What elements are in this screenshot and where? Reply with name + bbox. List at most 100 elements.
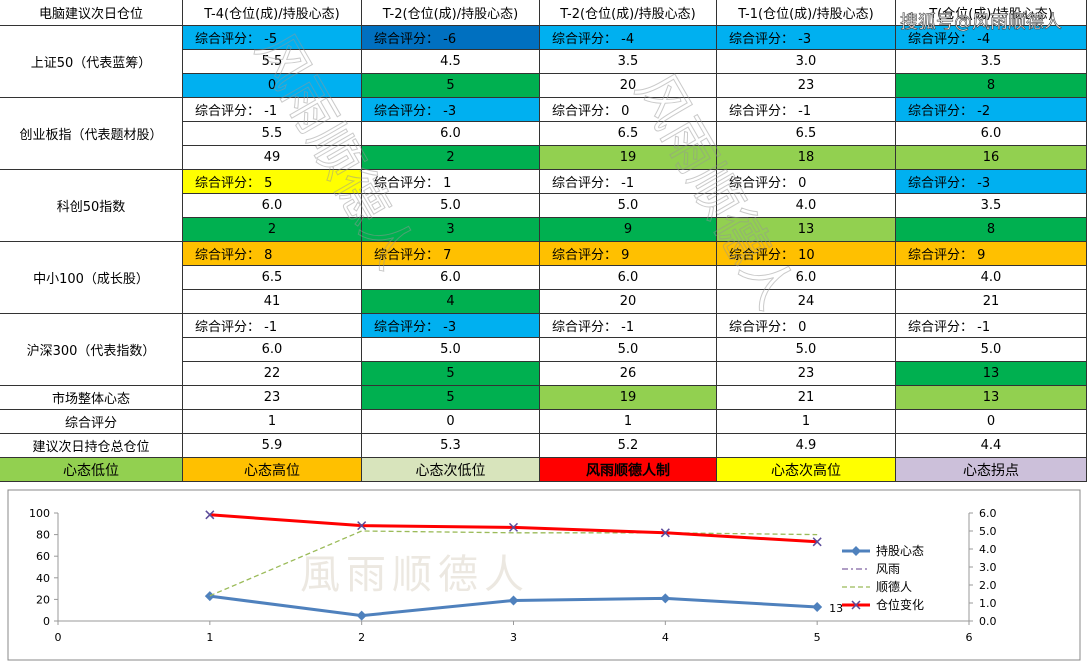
legend-label: 持股心态: [876, 543, 924, 558]
data-cell: 24: [717, 290, 896, 314]
data-cell: 综合评分： 7: [362, 242, 540, 266]
x-tick-label: 6: [966, 631, 973, 644]
data-cell: 5: [362, 386, 540, 410]
data-cell: 5.0: [896, 338, 1087, 362]
x-tick-label: 2: [358, 631, 365, 644]
data-cell: 综合评分： -1: [540, 170, 717, 194]
data-cell: 0: [362, 410, 540, 434]
data-cell: 4.5: [362, 50, 540, 74]
data-cell: 综合评分： -1: [183, 314, 362, 338]
x-tick-label: 0: [55, 631, 62, 644]
y-tick-label: 0: [43, 615, 50, 628]
data-cell: 5.5: [183, 50, 362, 74]
chart-frame: [7, 489, 1081, 661]
point: [660, 528, 670, 538]
data-cell: 4.0: [717, 194, 896, 218]
data-cell: 综合评分： 8: [183, 242, 362, 266]
data-cell: 13: [896, 386, 1087, 410]
data-cell: 6.0: [540, 266, 717, 290]
point: [205, 510, 215, 520]
data-cell: 23: [183, 386, 362, 410]
data-cell: 2: [362, 146, 540, 170]
x-tick-label: 5: [814, 631, 821, 644]
row-label: 市场整体心态: [0, 386, 183, 410]
data-cell: 综合评分： -1: [717, 98, 896, 122]
data-cell: 综合评分： -6: [362, 26, 540, 50]
data-cell: 4.0: [896, 266, 1087, 290]
data-cell: 3.5: [540, 50, 717, 74]
data-cell: 6.0: [183, 194, 362, 218]
legend-cell: 心态高位: [183, 458, 362, 482]
data-cell: 综合评分： 0: [717, 314, 896, 338]
data-cell: 1: [183, 410, 362, 434]
data-cell: 22: [183, 362, 362, 386]
legend-cell: 心态拐点: [896, 458, 1087, 482]
data-cell: 5.0: [362, 194, 540, 218]
row-label: 沪深300（代表指数）: [0, 314, 183, 386]
y-tick-label: 40: [36, 572, 50, 585]
data-cell: 综合评分： -2: [896, 98, 1087, 122]
y2-tick-label: 3.0: [979, 561, 997, 574]
data-cell: 5.0: [540, 194, 717, 218]
point: [660, 593, 671, 604]
point: [851, 600, 861, 610]
data-cell: 18: [717, 146, 896, 170]
data-cell: 4: [362, 290, 540, 314]
data-cell: 6.0: [362, 266, 540, 290]
data-cell: 20: [540, 290, 717, 314]
data-cell: 20: [540, 74, 717, 98]
data-cell: 5.5: [183, 122, 362, 146]
data-cell: 6.0: [896, 122, 1087, 146]
data-cell: 综合评分： 9: [896, 242, 1087, 266]
header-cell: T-4(仓位(成)/持股心态): [183, 0, 362, 26]
x-tick-label: 4: [662, 631, 669, 644]
point: [356, 610, 367, 621]
series-line: [209, 513, 818, 544]
x-tick-label: 1: [206, 631, 213, 644]
data-cell: 3: [362, 218, 540, 242]
data-cell: 19: [540, 146, 717, 170]
y2-tick-label: 1.0: [979, 597, 997, 610]
data-cell: 4.9: [717, 434, 896, 458]
point: [812, 601, 823, 612]
point: [812, 537, 822, 547]
data-cell: 4.4: [896, 434, 1087, 458]
data-cell: 0: [896, 410, 1087, 434]
legend-cell: 心态低位: [0, 458, 183, 482]
data-cell: 6.0: [362, 122, 540, 146]
data-cell: 综合评分： -4: [540, 26, 717, 50]
legend-label: 风雨: [876, 562, 900, 576]
data-cell: 综合评分： -4: [896, 26, 1087, 50]
data-cell: 41: [183, 290, 362, 314]
data-cell: 3.5: [896, 50, 1087, 74]
data-cell: 21: [717, 386, 896, 410]
series-line: [209, 594, 818, 618]
data-cell: 综合评分： 1: [362, 170, 540, 194]
row-label: 建议次日持仓总仓位: [0, 434, 183, 458]
data-cell: 23: [717, 74, 896, 98]
data-cell: 综合评分： -3: [362, 314, 540, 338]
y-tick-label: 100: [29, 507, 50, 520]
data-cell: 5: [362, 362, 540, 386]
data-cell: 5.0: [362, 338, 540, 362]
series-line: [209, 530, 818, 597]
data-cell: 6.0: [183, 338, 362, 362]
data-cell: 综合评分： 0: [717, 170, 896, 194]
y2-tick-label: 2.0: [979, 579, 997, 592]
data-cell: 5: [362, 74, 540, 98]
data-cell: 9: [540, 218, 717, 242]
data-cell: 13: [896, 362, 1087, 386]
data-cell: 2: [183, 218, 362, 242]
data-cell: 8: [896, 74, 1087, 98]
data-cell: 21: [896, 290, 1087, 314]
y-tick-label: 20: [36, 593, 50, 606]
data-cell: 49: [183, 146, 362, 170]
data-cell: 综合评分： -3: [717, 26, 896, 50]
data-cell: 5.0: [540, 338, 717, 362]
data-cell: 3.5: [896, 194, 1087, 218]
point: [851, 546, 861, 556]
point: [357, 521, 367, 531]
row-label: 上证50（代表蓝筹）: [0, 26, 183, 98]
data-cell: 3.0: [717, 50, 896, 74]
